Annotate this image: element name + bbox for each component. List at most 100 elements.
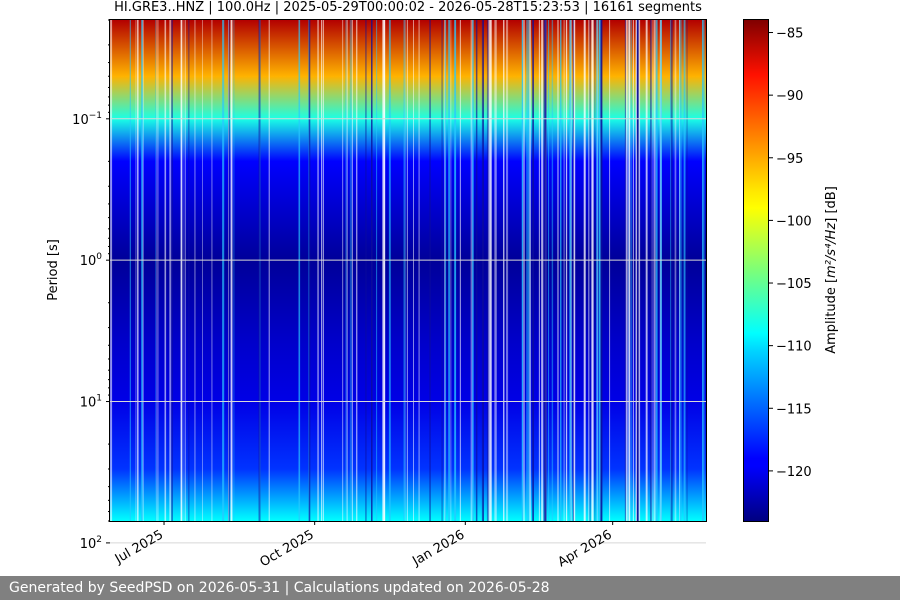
heatmap-streak <box>679 20 680 521</box>
heatmap-streak <box>349 20 352 521</box>
heatmap-streak <box>624 20 626 521</box>
heatmap-streak <box>489 20 492 521</box>
heatmap-streak <box>155 20 156 521</box>
heatmap-streak <box>594 20 596 521</box>
heatmap-streak <box>702 20 704 521</box>
heatmap-streak <box>342 20 344 521</box>
heatmap-streak <box>472 20 474 521</box>
heatmap-streak <box>404 20 406 521</box>
heatmap-streak <box>129 20 131 521</box>
heatmap-streak <box>548 20 550 521</box>
heatmap-streak <box>583 20 586 521</box>
heatmap-streak <box>681 20 683 521</box>
heatmap-streak <box>674 20 677 521</box>
heatmap-streak <box>448 20 450 521</box>
heatmap-streak <box>222 20 225 521</box>
heatmap-streak <box>258 20 261 521</box>
heatmap-streak <box>169 20 172 521</box>
heatmap-streak <box>645 20 648 521</box>
y-tick-label: 100 <box>80 252 103 269</box>
heatmap-streak <box>528 20 531 521</box>
colorbar-tick-label: −110 <box>776 340 812 355</box>
heatmap-streak <box>527 20 529 521</box>
heatmap-streak <box>481 20 484 521</box>
heatmap-streak <box>670 20 672 521</box>
chart-title: HI.GRE3..HNZ | 100.0Hz | 2025-05-29T00:0… <box>114 0 702 15</box>
plot-frame <box>109 19 707 522</box>
heatmap-streak <box>679 20 681 521</box>
heatmap-streak <box>371 20 373 521</box>
heatmap-area <box>110 20 706 521</box>
x-axis: Jul 2025 Oct 2025 Jan 2026 Apr 2026 <box>112 521 615 570</box>
heatmap-streak <box>110 20 112 521</box>
heatmap-streak <box>376 20 378 521</box>
heatmap-streak <box>184 20 186 521</box>
heatmap-streak <box>470 20 473 521</box>
footer-text: Generated by SeedPSD on 2026-05-31 | Cal… <box>9 580 550 596</box>
spectrogram-chart: HI.GRE3..HNZ | 100.0Hz | 2025-05-29T00:0… <box>46 0 839 570</box>
heatmap-streak <box>635 20 637 521</box>
colorbar-tick-label: −115 <box>776 402 812 417</box>
colorbar-label: Amplitude [m²/s⁴/Hz] [dB] <box>824 186 839 354</box>
heatmap-streak <box>651 20 653 521</box>
heatmap-streak <box>475 20 478 521</box>
heatmap-streak <box>551 20 554 521</box>
heatmap-streak <box>600 20 602 521</box>
heatmap-streak <box>346 20 348 521</box>
heatmap-streak <box>522 20 525 521</box>
heatmap-streak <box>444 20 447 521</box>
heatmap-streak <box>228 20 230 521</box>
heatmap-streak <box>565 20 568 521</box>
heatmap-streak <box>506 20 509 521</box>
heatmap-streak <box>538 20 540 521</box>
heatmap-streak <box>441 20 443 521</box>
heatmap-streak <box>298 20 301 521</box>
heatmap-streak <box>625 20 628 521</box>
heatmap-streak <box>382 20 384 521</box>
heatmap-streak <box>345 20 347 521</box>
heatmap-streak <box>655 20 658 521</box>
heatmap-streak <box>164 20 167 521</box>
x-tick-label: Jul 2025 <box>112 527 166 567</box>
heatmap-streak <box>157 20 159 521</box>
heatmap-streak <box>560 20 562 521</box>
heatmap-streak <box>609 20 611 521</box>
y-tick-label: 10−1 <box>72 111 102 128</box>
heatmap-streak <box>591 20 594 521</box>
heatmap-streak <box>541 20 543 521</box>
heatmap-streak <box>180 20 182 521</box>
heatmap-streak <box>632 20 634 521</box>
x-tick-label: Apr 2026 <box>555 527 614 570</box>
heatmap-streak <box>653 20 656 521</box>
colorbar <box>743 19 769 522</box>
heatmap-streak <box>156 20 158 521</box>
heatmap-streak <box>388 20 391 521</box>
heatmap-streak <box>598 20 601 521</box>
heatmap-streak <box>356 20 358 521</box>
heatmap-streak <box>202 20 203 521</box>
heatmap-streak <box>182 20 184 521</box>
heatmap-streak <box>650 20 652 521</box>
y-tick-label: 101 <box>80 394 102 411</box>
heatmap-streak <box>308 20 311 521</box>
y-axis-label: Period [s] <box>46 239 61 301</box>
heatmap-streak <box>135 20 137 521</box>
heatmap-streak <box>233 20 235 521</box>
heatmap-streak <box>526 20 527 521</box>
heatmap-streak <box>703 20 705 521</box>
heatmap-streak <box>563 20 565 521</box>
heatmap-streak <box>142 20 144 521</box>
heatmap-streak <box>413 20 414 521</box>
colorbar-tick-label: −90 <box>776 89 803 104</box>
heatmap-streak <box>630 20 632 521</box>
heatmap-streak <box>522 20 524 521</box>
heatmap-streak <box>384 20 386 521</box>
heatmap-streak <box>110 20 113 521</box>
colorbar-ticks: −85 −90 −95 −100 −105 −110 −115 −120 <box>769 27 812 480</box>
colorbar-tick-label: −85 <box>776 27 803 42</box>
heatmap-streak <box>403 20 406 521</box>
heatmap-streak <box>532 20 534 521</box>
colorbar-tick-label: −95 <box>776 152 803 167</box>
heatmap-streak <box>228 20 229 521</box>
heatmap-streak <box>137 20 139 521</box>
